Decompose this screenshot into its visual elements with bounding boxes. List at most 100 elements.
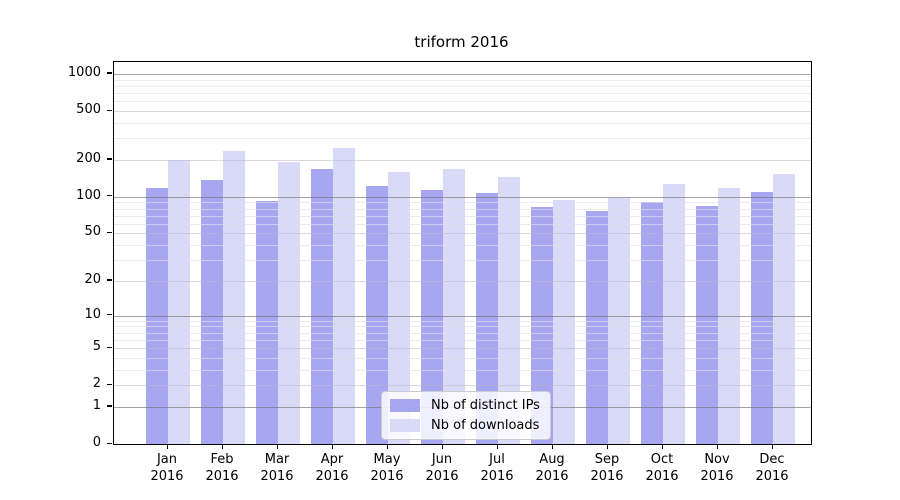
bar-downloads-mar	[278, 161, 300, 444]
y-tick-label: 1	[92, 397, 101, 413]
gridline	[114, 233, 811, 235]
bar-downloads-dec	[773, 174, 795, 444]
y-tick-label: 100	[76, 187, 101, 203]
x-tick-month: Mar	[264, 452, 290, 467]
x-tick-year: 2016	[590, 469, 624, 484]
gridline-minor	[114, 138, 811, 140]
legend: Nb of distinct IPs Nb of downloads	[381, 391, 551, 440]
bar-downloads-jan	[168, 159, 190, 444]
y-tick-mark	[107, 314, 112, 316]
gridline-minor	[114, 122, 811, 124]
y-tick-label: 2	[92, 376, 101, 392]
x-tick-month: Apr	[320, 452, 344, 467]
y-tick-label: 200	[76, 150, 101, 166]
gridline-minor	[114, 332, 811, 334]
x-tick-month: Jul	[489, 452, 505, 467]
x-tick-mark	[276, 444, 278, 449]
legend-label: Nb of distinct IPs	[431, 398, 540, 413]
y-tick-mark	[107, 72, 112, 74]
x-tick-label: Aug 2016	[524, 451, 580, 485]
bar-distinct_ips-jun	[421, 190, 443, 444]
bar-distinct_ips-may	[366, 185, 388, 444]
x-tick-month: Nov	[704, 452, 730, 467]
gridline	[114, 73, 811, 75]
x-tick-year: 2016	[150, 469, 184, 484]
x-tick-label: Jul 2016	[469, 451, 525, 485]
y-tick-label: 10	[84, 306, 101, 322]
y-tick-label: 50	[84, 224, 101, 240]
bar-distinct_ips-oct	[641, 201, 663, 444]
x-tick-label: Feb 2016	[194, 451, 250, 485]
x-tick-month: Oct	[650, 452, 674, 467]
x-tick-mark	[771, 444, 773, 449]
y-tick-mark	[107, 346, 112, 348]
x-tick-month: Feb	[210, 452, 234, 467]
bar-downloads-may	[388, 171, 410, 444]
x-tick-year: 2016	[535, 469, 569, 484]
x-tick-year: 2016	[205, 469, 239, 484]
gridline	[114, 315, 811, 317]
gridline-minor	[114, 260, 811, 261]
y-tick-mark	[107, 279, 112, 281]
x-tick-year: 2016	[480, 469, 514, 484]
chart-title: triform 2016	[414, 33, 509, 51]
gridline-minor	[114, 223, 811, 225]
bar-distinct_ips-aug	[531, 207, 553, 444]
bar-distinct_ips-nov	[696, 206, 718, 444]
y-tick-mark	[107, 158, 112, 160]
x-tick-year: 2016	[260, 469, 294, 484]
x-tick-mark	[441, 444, 443, 449]
x-tick-month: Aug	[539, 452, 565, 467]
x-tick-mark	[551, 444, 553, 449]
y-tick-mark	[107, 442, 112, 444]
y-tick-mark	[107, 231, 112, 234]
bar-distinct_ips-feb	[201, 180, 223, 444]
gridline-minor	[114, 326, 811, 328]
gridline-minor	[114, 245, 811, 247]
y-tick-label: 20	[84, 271, 101, 287]
bar-distinct_ips-dec	[751, 191, 773, 444]
x-tick-label: Mar 2016	[249, 451, 305, 485]
gridline-minor	[114, 79, 811, 81]
gridline	[114, 196, 811, 198]
x-tick-year: 2016	[645, 469, 679, 484]
y-tick-label: 5	[92, 339, 101, 354]
y-tick-label: 500	[76, 102, 101, 117]
x-tick-month: Dec	[759, 452, 785, 467]
y-tick-mark	[107, 195, 112, 197]
x-tick-mark	[496, 444, 498, 449]
gridline-minor	[114, 320, 811, 322]
x-tick-mark	[661, 444, 663, 449]
x-tick-mark	[331, 444, 333, 449]
gridline	[114, 280, 811, 282]
x-tick-mark	[716, 444, 718, 449]
gridline	[114, 159, 811, 161]
gridline-minor	[114, 357, 811, 359]
x-tick-label: Nov 2016	[689, 451, 745, 485]
x-tick-year: 2016	[425, 469, 459, 484]
x-tick-year: 2016	[370, 469, 404, 484]
gridline-minor	[114, 339, 811, 341]
y-tick-mark	[107, 383, 112, 385]
x-tick-mark	[606, 444, 608, 449]
gridline-minor	[114, 85, 811, 87]
legend-label: Nb of downloads	[431, 418, 540, 433]
bar-distinct_ips-apr	[311, 169, 333, 444]
x-tick-month: Sep	[594, 452, 620, 467]
bar-downloads-jul	[498, 176, 520, 444]
x-tick-month: Jun	[431, 452, 453, 467]
bar-downloads-aug	[553, 200, 575, 444]
plot-area	[113, 61, 812, 445]
gridline-minor	[114, 93, 811, 94]
gridline-minor	[114, 101, 811, 103]
x-tick-label: Dec 2016	[744, 451, 800, 485]
y-tick-label: 1000	[67, 64, 101, 80]
bar-distinct_ips-mar	[256, 200, 278, 444]
legend-swatch-downloads	[390, 419, 420, 432]
legend-item-downloads: Nb of downloads	[390, 418, 540, 433]
gridline	[114, 385, 811, 387]
x-tick-month: Jan	[156, 452, 178, 467]
x-tick-year: 2016	[755, 469, 789, 484]
x-tick-label: Apr 2016	[304, 451, 360, 485]
